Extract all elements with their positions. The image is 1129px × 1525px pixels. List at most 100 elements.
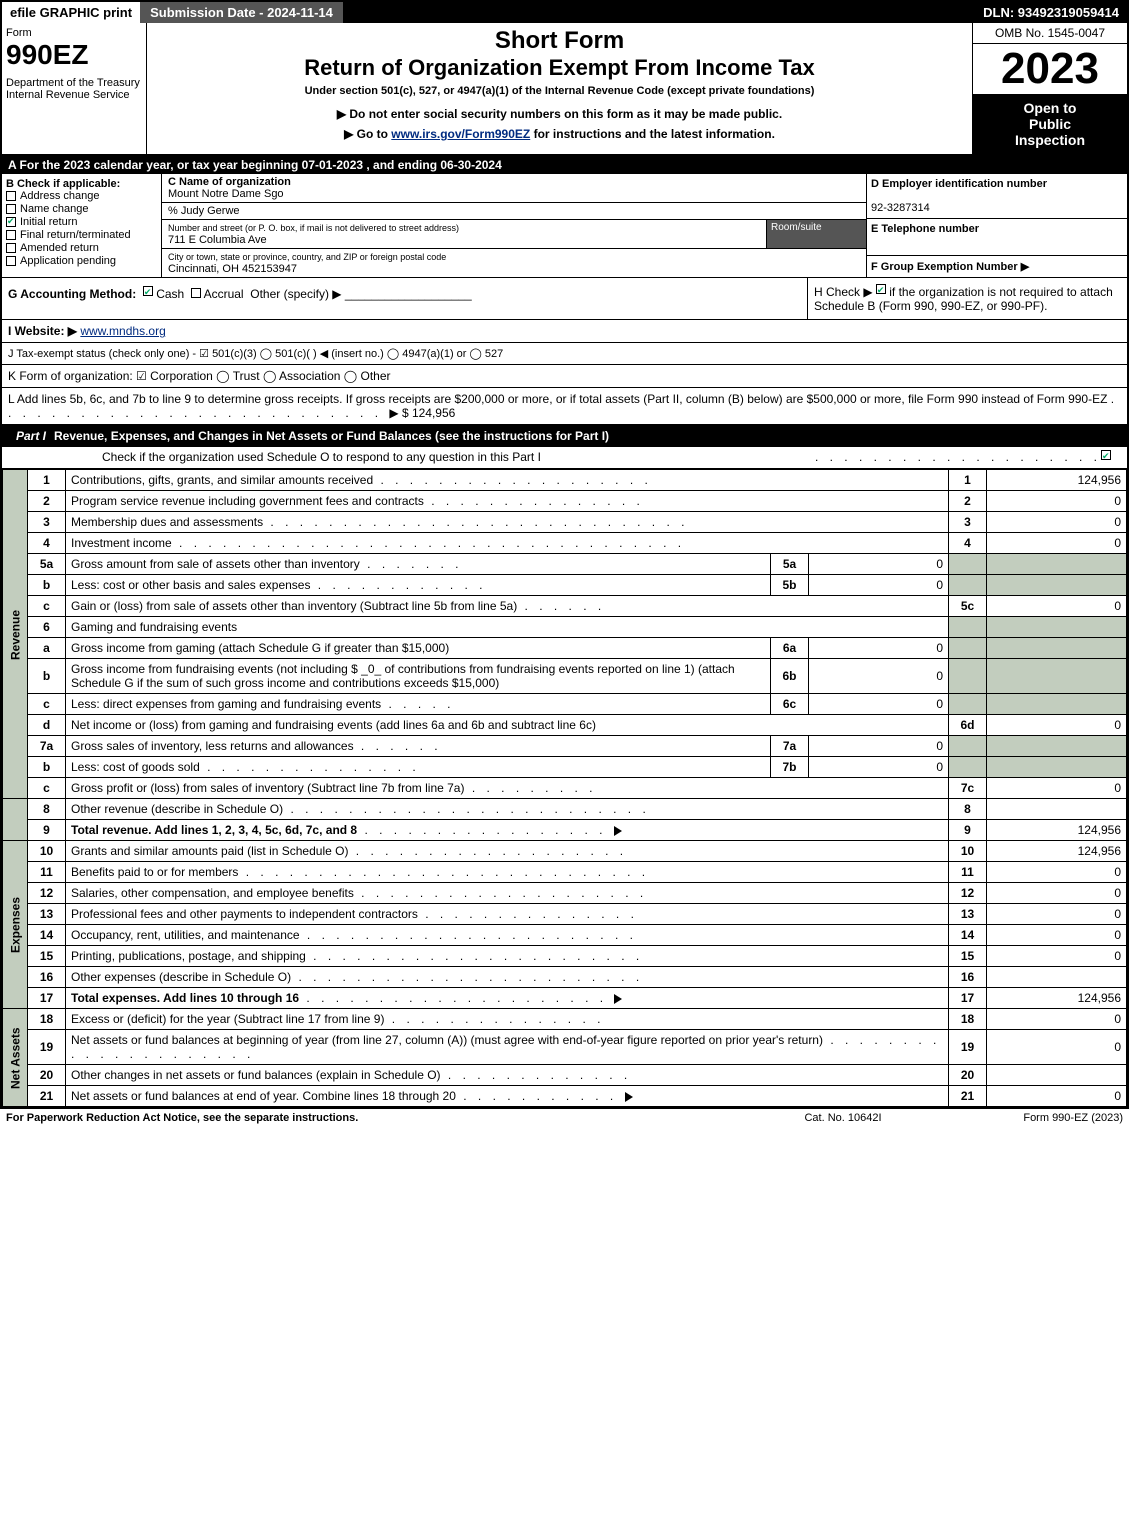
- chk-label: Initial return: [20, 216, 77, 228]
- g-accrual: Accrual: [204, 287, 244, 301]
- chk-label: Address change: [20, 190, 100, 202]
- section-bcd: B Check if applicable: Address change Na…: [2, 174, 1127, 278]
- row-13: 13Professional fees and other payments t…: [3, 904, 1127, 925]
- part-i-lbl: Part I: [8, 429, 54, 443]
- header-right: OMB No. 1545-0047 2023 Open to Public In…: [972, 23, 1127, 154]
- row-6d: dNet income or (loss) from gaming and fu…: [3, 715, 1127, 736]
- checkbox-icon[interactable]: [191, 288, 201, 298]
- dept: Department of the Treasury Internal Reve…: [6, 77, 142, 101]
- chk-initial-return[interactable]: Initial return: [6, 216, 157, 228]
- dln: DLN: 93492319059414: [975, 2, 1127, 23]
- f-group-exemption: F Group Exemption Number ▶: [867, 256, 1127, 277]
- chk-label: Application pending: [20, 255, 116, 267]
- part-i-sub-txt: Check if the organization used Schedule …: [102, 450, 815, 465]
- h-schedule-b: H Check ▶ if the organization is not req…: [807, 278, 1127, 319]
- header-mid: Short Form Return of Organization Exempt…: [147, 23, 972, 154]
- open2: Public: [977, 116, 1123, 132]
- short-form-title: Short Form: [155, 27, 964, 55]
- room-suite: Room/suite: [766, 220, 866, 248]
- chk-final-return[interactable]: Final return/terminated: [6, 229, 157, 241]
- org-name: Mount Notre Dame Sgo: [168, 188, 284, 200]
- d-ein: D Employer identification number 92-3287…: [867, 174, 1127, 219]
- main-table: Revenue 1Contributions, gifts, grants, a…: [2, 469, 1127, 1107]
- row-12: 12Salaries, other compensation, and empl…: [3, 883, 1127, 904]
- website-link[interactable]: www.mndhs.org: [80, 324, 165, 338]
- city-val: Cincinnati, OH 452153947: [168, 263, 297, 275]
- form-word: Form: [6, 27, 142, 39]
- chk-label: Final return/terminated: [20, 229, 131, 241]
- row-7a: 7aGross sales of inventory, less returns…: [3, 736, 1127, 757]
- col-b: B Check if applicable: Address change Na…: [2, 174, 162, 277]
- row-8: 8Other revenue (describe in Schedule O) …: [3, 799, 1127, 820]
- checkbox-icon: [6, 256, 16, 266]
- row-7c: cGross profit or (loss) from sales of in…: [3, 778, 1127, 799]
- c-street: Number and street (or P. O. box, if mail…: [162, 220, 766, 248]
- row-6c: cLess: direct expenses from gaming and f…: [3, 694, 1127, 715]
- open-to-public: Open to Public Inspection: [973, 94, 1127, 154]
- revenue-sidelabel: Revenue: [3, 470, 28, 799]
- row-i-website: I Website: ▶ www.mndhs.org: [2, 320, 1127, 343]
- chk-label: Amended return: [20, 242, 99, 254]
- c-name: C Name of organization Mount Notre Dame …: [162, 174, 866, 203]
- g-accounting: G Accounting Method: Cash Accrual Other …: [2, 278, 807, 319]
- irs-link[interactable]: www.irs.gov/Form990EZ: [391, 127, 530, 141]
- goto-pre: ▶ Go to: [344, 127, 391, 141]
- chk-amended-return[interactable]: Amended return: [6, 242, 157, 254]
- street-val: 711 E Columbia Ave: [168, 234, 267, 246]
- ein-val: 92-3287314: [871, 202, 930, 214]
- goto-instructions: ▶ Go to www.irs.gov/Form990EZ for instru…: [155, 127, 964, 141]
- c-city: City or town, state or province, country…: [162, 249, 866, 277]
- checkbox-checked-icon[interactable]: [143, 286, 153, 296]
- header-left: Form 990EZ Department of the Treasury In…: [2, 23, 147, 154]
- row-6b: bGross income from fundraising events (n…: [3, 659, 1127, 694]
- row-16: 16Other expenses (describe in Schedule O…: [3, 967, 1127, 988]
- open3: Inspection: [977, 132, 1123, 148]
- row-21: 21Net assets or fund balances at end of …: [3, 1086, 1127, 1107]
- checkbox-checked-icon: [6, 217, 16, 227]
- part-i-header: Part I Revenue, Expenses, and Changes in…: [2, 425, 1127, 447]
- netassets-sidelabel: Net Assets: [3, 1009, 28, 1107]
- triangle-icon: [614, 994, 622, 1004]
- tel-lbl: E Telephone number: [871, 223, 979, 235]
- efile-print-label[interactable]: efile GRAPHIC print: [2, 2, 140, 23]
- footer-catno: Cat. No. 10642I: [743, 1112, 943, 1124]
- footer-formref: Form 990-EZ (2023): [943, 1112, 1123, 1124]
- row-18: Net Assets18Excess or (deficit) for the …: [3, 1009, 1127, 1030]
- c-street-row: Number and street (or P. O. box, if mail…: [162, 220, 866, 249]
- row-2: 2Program service revenue including gover…: [3, 491, 1127, 512]
- checkbox-checked-icon[interactable]: [876, 284, 886, 294]
- checkbox-icon: [6, 243, 16, 253]
- row-a-tax-year: A For the 2023 calendar year, or tax yea…: [2, 156, 1127, 174]
- row-15: 15Printing, publications, postage, and s…: [3, 946, 1127, 967]
- g-cash: Cash: [156, 287, 184, 301]
- chk-name-change[interactable]: Name change: [6, 203, 157, 215]
- row-4: 4Investment income . . . . . . . . . . .…: [3, 533, 1127, 554]
- street-lbl: Number and street (or P. O. box, if mail…: [168, 223, 459, 233]
- row-6a: aGross income from gaming (attach Schedu…: [3, 638, 1127, 659]
- row-14: 14Occupancy, rent, utilities, and mainte…: [3, 925, 1127, 946]
- footer: For Paperwork Reduction Act Notice, see …: [0, 1109, 1129, 1127]
- chk-address-change[interactable]: Address change: [6, 190, 157, 202]
- row-3: 3Membership dues and assessments . . . .…: [3, 512, 1127, 533]
- c-care: % Judy Gerwe: [162, 203, 866, 220]
- row-l-gross-receipts: L Add lines 5b, 6c, and 7b to line 9 to …: [2, 388, 1127, 425]
- chk-application-pending[interactable]: Application pending: [6, 255, 157, 267]
- under-section: Under section 501(c), 527, or 4947(a)(1)…: [155, 85, 964, 97]
- row-20: 20Other changes in net assets or fund ba…: [3, 1065, 1127, 1086]
- checkbox-icon: [6, 191, 16, 201]
- row-j-tax-exempt: J Tax-exempt status (check only one) - ☑…: [2, 343, 1127, 365]
- col-def: D Employer identification number 92-3287…: [867, 174, 1127, 277]
- row-9: 9Total revenue. Add lines 1, 2, 3, 4, 5c…: [3, 820, 1127, 841]
- row-10: Expenses10Grants and similar amounts pai…: [3, 841, 1127, 862]
- topbar-spacer: [343, 2, 975, 23]
- g-other: Other (specify) ▶: [250, 287, 341, 301]
- h-txt1: H Check ▶: [814, 285, 873, 299]
- do-not-enter-ssn: ▶ Do not enter social security numbers o…: [155, 107, 964, 121]
- row-5c: cGain or (loss) from sale of assets othe…: [3, 596, 1127, 617]
- goto-post: for instructions and the latest informat…: [530, 127, 775, 141]
- return-title: Return of Organization Exempt From Incom…: [155, 55, 964, 81]
- triangle-icon: [614, 826, 622, 836]
- checkbox-checked-icon[interactable]: [1101, 450, 1111, 460]
- form-number: 990EZ: [6, 39, 142, 71]
- expenses-sidelabel: Expenses: [3, 841, 28, 1009]
